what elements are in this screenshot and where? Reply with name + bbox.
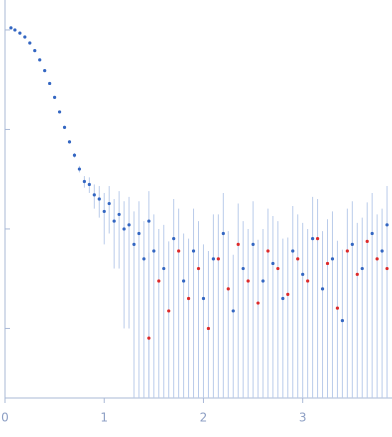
data-point [246, 279, 250, 283]
data-point [23, 35, 27, 39]
data-point [216, 257, 220, 261]
data-point [325, 261, 330, 266]
data-point [162, 266, 166, 271]
x-tick-label: 2 [200, 411, 208, 425]
data-point [360, 266, 364, 271]
data-point [33, 49, 37, 53]
data-point [306, 279, 310, 283]
data-point [97, 197, 101, 201]
data-point [251, 242, 255, 246]
x-tick-label: 3 [299, 411, 307, 425]
data-point [127, 223, 131, 227]
data-point [320, 287, 325, 291]
data-point [9, 26, 13, 30]
data-point [301, 272, 305, 276]
data-point [315, 236, 320, 241]
data-point [380, 249, 384, 253]
data-point [57, 110, 62, 114]
data-point [206, 326, 211, 331]
data-point [167, 309, 171, 313]
data-point [261, 279, 265, 283]
data-point [286, 292, 290, 296]
data-point [330, 257, 335, 261]
data-point [62, 125, 67, 129]
data-point [335, 306, 340, 310]
data-point [385, 223, 389, 227]
data-point [385, 266, 389, 271]
data-point [122, 227, 126, 231]
data-point [350, 242, 354, 246]
data-point [375, 257, 379, 261]
data-point [112, 219, 116, 223]
data-point [82, 179, 86, 184]
data-point [231, 309, 235, 313]
data-point [43, 69, 47, 73]
data-point [241, 266, 245, 271]
data-point [226, 287, 230, 291]
data-point [142, 257, 146, 261]
data-point [132, 242, 136, 246]
data-point [236, 242, 240, 246]
x-tick-label: 1 [100, 411, 108, 425]
data-point [72, 153, 77, 157]
data-point [92, 193, 96, 197]
x-tick-label: 0 [1, 411, 9, 425]
data-point [67, 140, 72, 144]
data-point [53, 95, 57, 99]
data-point [256, 301, 260, 305]
data-point [186, 296, 191, 301]
data-point [77, 167, 82, 171]
data-point [365, 239, 369, 243]
data-point [296, 257, 300, 261]
data-point [177, 249, 181, 253]
data-point [107, 201, 111, 206]
data-point [137, 231, 141, 236]
data-point [18, 31, 22, 35]
data-point [48, 81, 52, 86]
data-point [370, 231, 374, 236]
data-point [221, 231, 225, 236]
data-point [311, 236, 315, 241]
data-point [182, 279, 186, 283]
data-point [291, 249, 295, 253]
data-point [38, 58, 42, 62]
data-point [266, 249, 270, 253]
data-point [152, 249, 156, 253]
data-point [211, 257, 215, 261]
data-point [345, 249, 349, 253]
data-point [28, 41, 32, 45]
data-point [172, 236, 176, 241]
data-point [355, 272, 359, 276]
data-point [281, 296, 285, 301]
data-point [117, 212, 121, 217]
data-point [340, 318, 344, 323]
data-point [147, 336, 151, 340]
data-point [271, 261, 275, 266]
data-point [102, 209, 106, 214]
data-point [276, 266, 280, 271]
data-point [147, 219, 151, 223]
data-point [87, 182, 91, 187]
data-point [157, 279, 161, 283]
data-point [201, 296, 206, 301]
data-point [191, 249, 196, 253]
data-point [13, 28, 17, 32]
data-point [196, 266, 201, 271]
